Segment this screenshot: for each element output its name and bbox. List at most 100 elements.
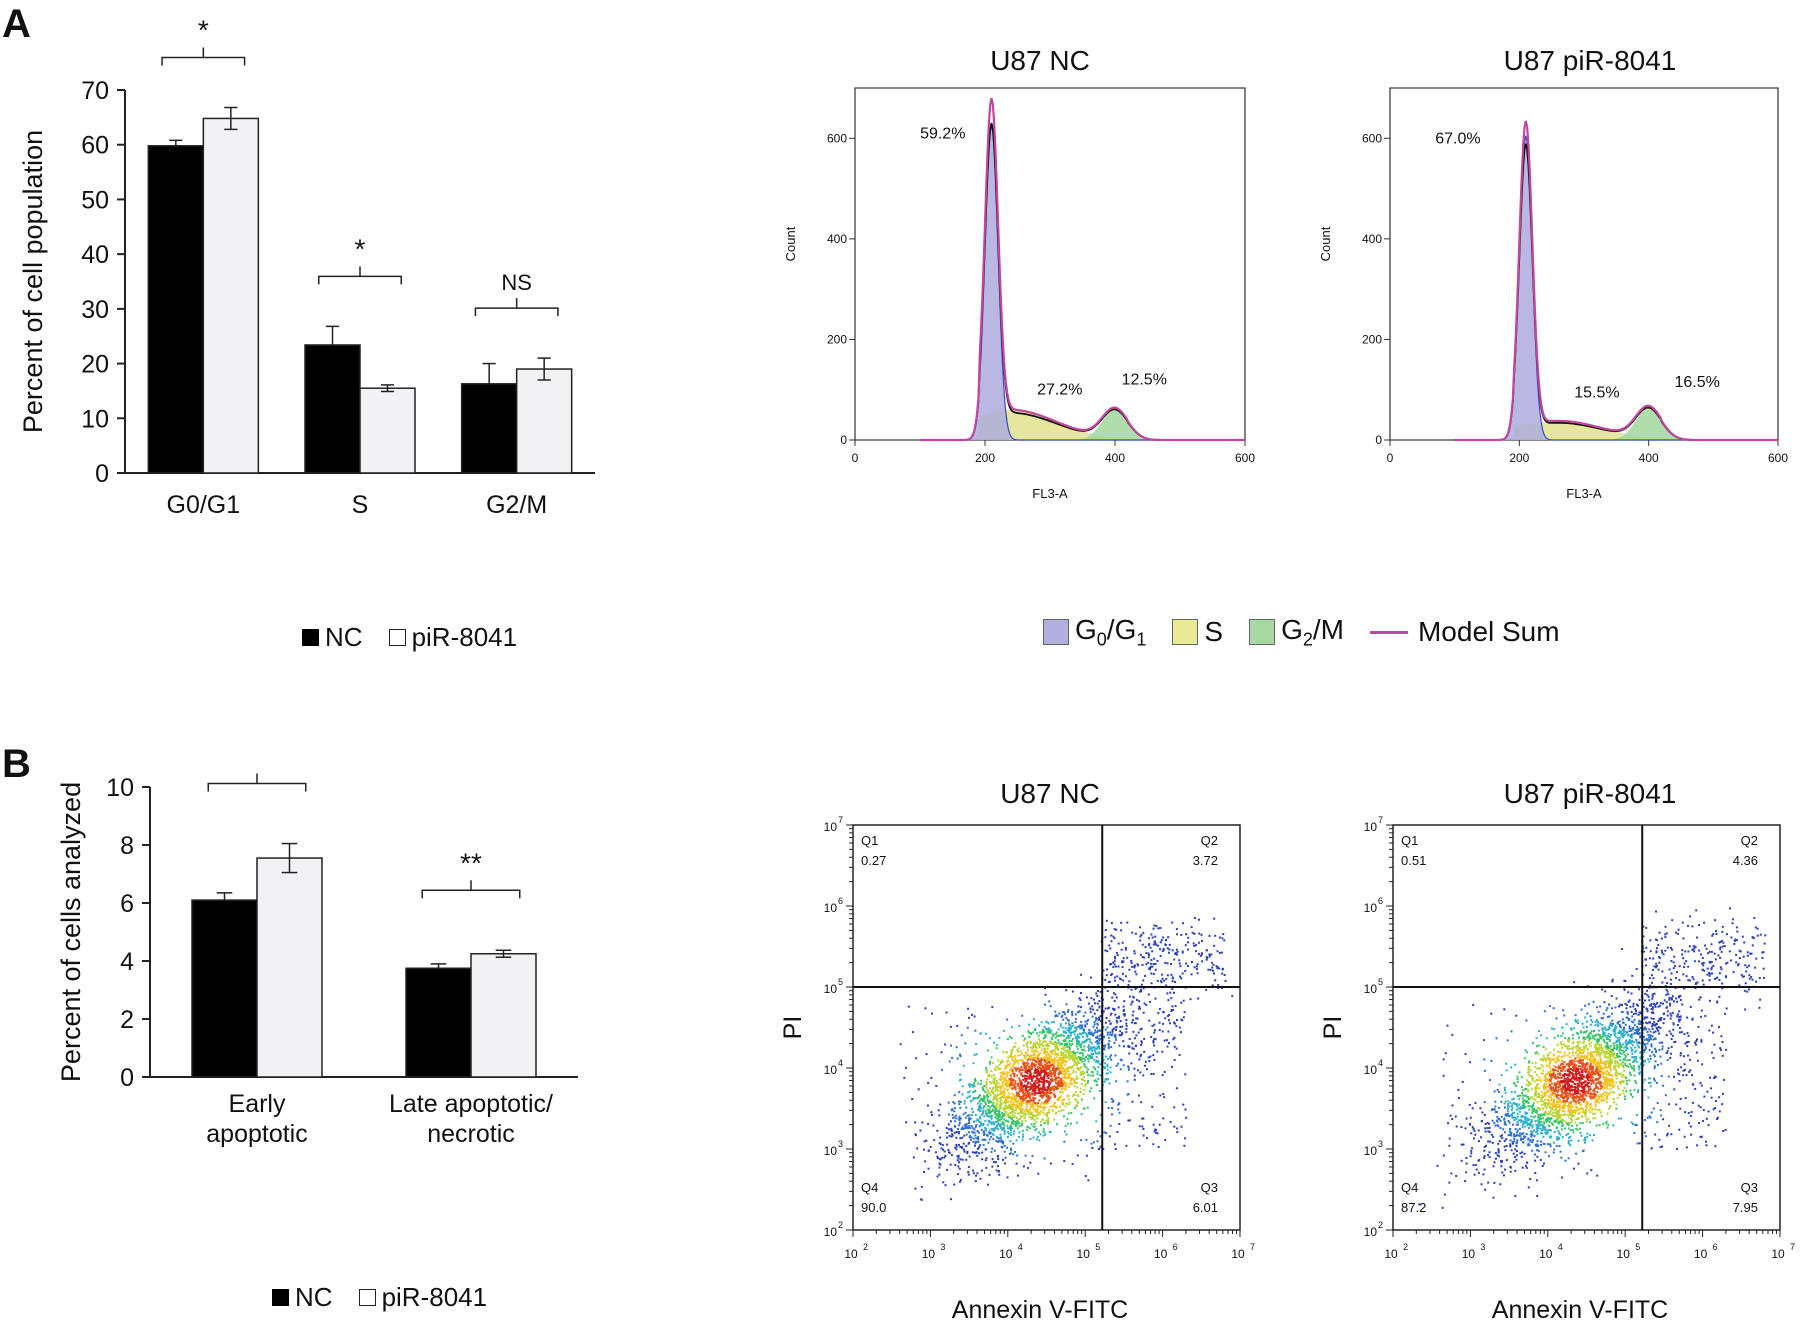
scatter-point bbox=[999, 1133, 1002, 1136]
scatter-point bbox=[1212, 963, 1215, 966]
scatter-point bbox=[1061, 1056, 1064, 1059]
scatter-point bbox=[1568, 1051, 1571, 1054]
scatter-point bbox=[1536, 1195, 1539, 1198]
scatter-point bbox=[1098, 1016, 1101, 1019]
scatter-point bbox=[1585, 1094, 1588, 1097]
scatter-point bbox=[953, 1102, 956, 1105]
scatter-point bbox=[1009, 1152, 1012, 1155]
scatter-point bbox=[1575, 1074, 1578, 1077]
scatter-point bbox=[1000, 1126, 1003, 1129]
scatter-point bbox=[999, 1099, 1002, 1102]
scatter-point bbox=[1589, 1103, 1592, 1106]
scatter-point bbox=[1164, 943, 1167, 946]
panel-letter-b: B bbox=[2, 742, 31, 786]
scatter-point bbox=[955, 1131, 958, 1134]
scatter-point bbox=[1094, 1050, 1097, 1053]
scatter-point bbox=[1565, 1023, 1568, 1026]
scatter-point bbox=[1568, 1105, 1571, 1108]
scatter-point bbox=[992, 1123, 995, 1126]
scatter-point bbox=[1004, 1067, 1007, 1070]
scatter-point bbox=[1583, 1112, 1586, 1115]
scatter-point bbox=[1575, 1092, 1578, 1095]
scatter-point bbox=[1096, 1046, 1099, 1049]
area-g0g1 bbox=[920, 125, 1245, 440]
scatter-point bbox=[1116, 1021, 1119, 1024]
x-tick-exponent: 2 bbox=[863, 1242, 868, 1252]
scatter-point bbox=[999, 1107, 1002, 1110]
y-tick-label: 600 bbox=[1362, 131, 1382, 145]
scatter-point bbox=[1108, 1006, 1111, 1009]
scatter-point bbox=[1602, 1049, 1605, 1052]
scatter-point bbox=[1109, 1066, 1112, 1069]
scatter-point bbox=[1585, 1056, 1588, 1059]
scatter-point bbox=[1629, 1034, 1632, 1037]
scatter-point bbox=[1070, 1083, 1073, 1086]
scatter-point bbox=[1224, 979, 1227, 982]
scatter-point bbox=[968, 1114, 971, 1117]
scatter-point bbox=[1653, 1067, 1656, 1070]
scatter-point bbox=[1603, 1087, 1606, 1090]
scatter-point bbox=[1610, 1024, 1613, 1027]
scatter-point bbox=[990, 1117, 993, 1120]
scatter-point bbox=[1589, 1111, 1592, 1114]
scatter-point bbox=[1046, 1115, 1049, 1118]
scatter-point bbox=[1009, 1134, 1012, 1137]
scatter-point bbox=[1580, 1052, 1583, 1055]
scatter-point bbox=[1139, 1053, 1142, 1056]
y-tick-label: 30 bbox=[81, 296, 109, 324]
scatter-point bbox=[1135, 1034, 1138, 1037]
scatter-point bbox=[1630, 1050, 1633, 1053]
scatter-point bbox=[1597, 1039, 1600, 1042]
scatter-point bbox=[1062, 1048, 1065, 1051]
scatter-point bbox=[1006, 1096, 1009, 1099]
scatter-point bbox=[1060, 1015, 1063, 1018]
scatter-point bbox=[937, 1109, 940, 1112]
scatter-point bbox=[1089, 1038, 1092, 1041]
scatter-point bbox=[1193, 966, 1196, 969]
scatter-point bbox=[1040, 1021, 1043, 1024]
scatter-point bbox=[1075, 1086, 1078, 1089]
scatter-point bbox=[1566, 1047, 1569, 1050]
scatter-point bbox=[1112, 935, 1115, 938]
scatter-point bbox=[1014, 1123, 1017, 1126]
scatter-point bbox=[1038, 1046, 1041, 1049]
scatter-point bbox=[1037, 1074, 1040, 1077]
scatter-point bbox=[1015, 1069, 1018, 1072]
scatter-point bbox=[1035, 1047, 1038, 1050]
scatter-point bbox=[1106, 1058, 1109, 1061]
scatter-point bbox=[1036, 1117, 1039, 1120]
scatter-point bbox=[1012, 1153, 1015, 1156]
scatter-point bbox=[1019, 1086, 1022, 1089]
scatter-point bbox=[1055, 1067, 1058, 1070]
scatter-point bbox=[1041, 1030, 1044, 1033]
scatter-point bbox=[960, 1034, 963, 1037]
scatter-point bbox=[1625, 1049, 1628, 1052]
scatter-point bbox=[1010, 1127, 1013, 1130]
scatter-point bbox=[1157, 1146, 1160, 1149]
scatter-point bbox=[1519, 1118, 1522, 1121]
scatter-point bbox=[1585, 1061, 1588, 1064]
scatter-point bbox=[1527, 1137, 1530, 1140]
scatter-point bbox=[1059, 1067, 1062, 1070]
scatter-point bbox=[1619, 1073, 1622, 1076]
bar-pir bbox=[202, 117, 260, 474]
scatter-point bbox=[1511, 1098, 1514, 1101]
scatter-point bbox=[1024, 1067, 1027, 1070]
scatter-point bbox=[1606, 1028, 1609, 1031]
scatter-point bbox=[989, 1094, 992, 1097]
scatter-point bbox=[985, 1071, 988, 1074]
scatter-point bbox=[1205, 956, 1208, 959]
scatter-point bbox=[1061, 1099, 1064, 1102]
scatter-point bbox=[1218, 967, 1221, 970]
scatter-point bbox=[1589, 1072, 1592, 1075]
scatter-point bbox=[1036, 1072, 1039, 1075]
bar-nc bbox=[191, 899, 258, 1078]
scatter-point bbox=[1646, 1042, 1649, 1045]
scatter-point bbox=[1643, 1051, 1646, 1054]
scatter-point bbox=[1054, 1036, 1057, 1039]
scatter-point bbox=[1019, 1097, 1022, 1100]
scatter-point bbox=[1079, 998, 1082, 1001]
scatter-point bbox=[1069, 1027, 1072, 1030]
scatter-point bbox=[1178, 962, 1181, 965]
scatter-point bbox=[1533, 1135, 1536, 1138]
